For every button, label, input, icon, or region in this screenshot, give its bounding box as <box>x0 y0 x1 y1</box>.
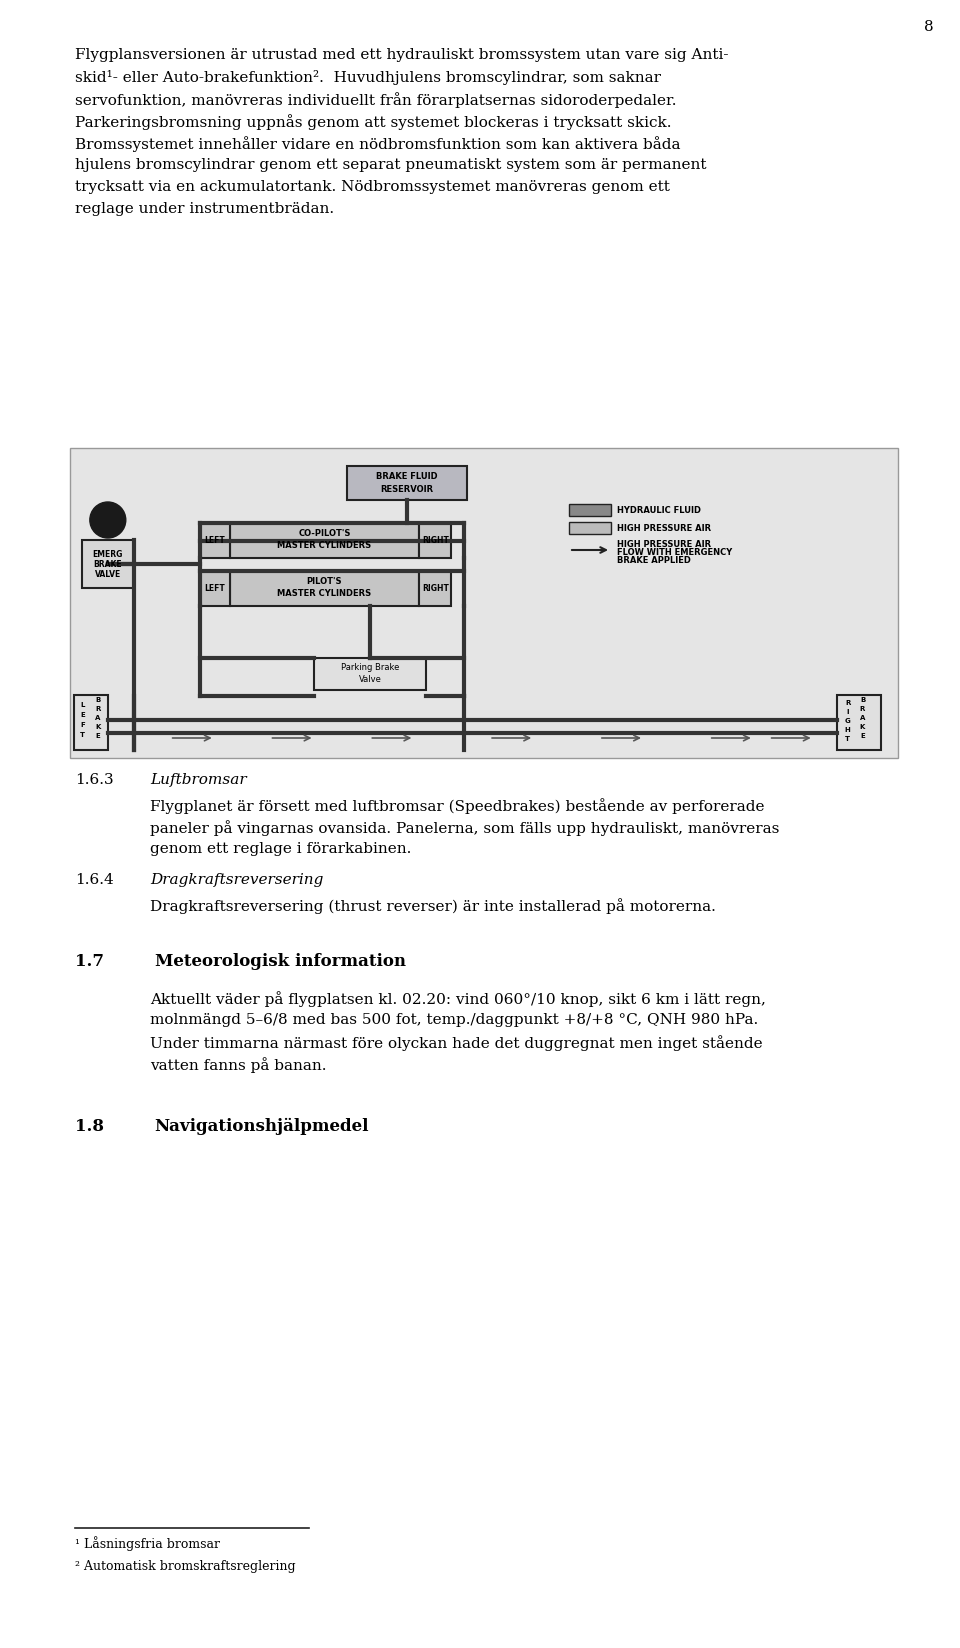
Text: CO-PILOT'S: CO-PILOT'S <box>299 529 350 537</box>
FancyBboxPatch shape <box>569 522 611 534</box>
Text: 1.6.4: 1.6.4 <box>75 873 113 887</box>
FancyBboxPatch shape <box>229 522 420 559</box>
Text: trycksatt via en ackumulatortank. Nödbromssystemet manövreras genom ett: trycksatt via en ackumulatortank. Nödbro… <box>75 180 670 194</box>
Text: HIGH PRESSURE AIR: HIGH PRESSURE AIR <box>617 539 711 549</box>
FancyBboxPatch shape <box>420 570 451 606</box>
Text: K: K <box>95 723 101 730</box>
FancyBboxPatch shape <box>70 448 899 758</box>
Text: 1.8: 1.8 <box>75 1117 104 1135</box>
FancyBboxPatch shape <box>348 466 468 499</box>
Text: MASTER CYLINDERS: MASTER CYLINDERS <box>277 541 372 550</box>
Text: K: K <box>860 723 865 730</box>
FancyBboxPatch shape <box>200 522 229 559</box>
Text: genom ett reglage i förarkabinen.: genom ett reglage i förarkabinen. <box>150 842 411 855</box>
Text: Flygplansversionen är utrustad med ett hydrauliskt bromssystem utan vare sig Ant: Flygplansversionen är utrustad med ett h… <box>75 48 729 63</box>
Text: B: B <box>95 697 101 704</box>
FancyBboxPatch shape <box>74 695 108 750</box>
Text: B: B <box>860 697 865 704</box>
Text: Valve: Valve <box>359 674 382 684</box>
Text: LEFT: LEFT <box>204 583 225 593</box>
FancyBboxPatch shape <box>200 570 229 606</box>
Text: I: I <box>847 709 849 715</box>
Text: BRAKE FLUID: BRAKE FLUID <box>376 471 438 481</box>
Text: BRAKE APPLIED: BRAKE APPLIED <box>617 555 691 565</box>
Text: LEFT: LEFT <box>204 536 225 545</box>
Text: E: E <box>95 733 100 738</box>
Text: molnmängd 5–6/8 med bas 500 fot, temp./daggpunkt +8/+8 °C, QNH 980 hPa.: molnmängd 5–6/8 med bas 500 fot, temp./d… <box>150 1014 758 1027</box>
Text: 8: 8 <box>924 20 933 35</box>
Text: servofunktion, manövreras individuellt från förarplatsernas sidoroderpedaler.: servofunktion, manövreras individuellt f… <box>75 92 677 107</box>
Text: PILOT'S: PILOT'S <box>306 577 342 587</box>
Text: BRAKE: BRAKE <box>93 560 122 569</box>
Text: R: R <box>95 705 101 712</box>
Text: Dragkraftsreversering (thrust reverser) är inte installerad på motorerna.: Dragkraftsreversering (thrust reverser) … <box>150 898 715 915</box>
Text: A: A <box>860 715 865 722</box>
Text: F: F <box>81 722 85 728</box>
Text: L: L <box>81 702 85 709</box>
Text: VALVE: VALVE <box>95 570 121 578</box>
Text: G: G <box>845 719 851 723</box>
Text: paneler på vingarnas ovansida. Panelerna, som fälls upp hydrauliskt, manövreras: paneler på vingarnas ovansida. Panelerna… <box>150 821 780 836</box>
Text: Bromssystemet innehåller vidare en nödbromsfunktion som kan aktivera båda: Bromssystemet innehåller vidare en nödbr… <box>75 137 681 152</box>
Text: reglage under instrumentbrädan.: reglage under instrumentbrädan. <box>75 203 334 216</box>
Text: RIGHT: RIGHT <box>421 583 448 593</box>
Text: Parkeringsbromsning uppnås genom att systemet blockeras i trycksatt skick.: Parkeringsbromsning uppnås genom att sys… <box>75 114 671 130</box>
Text: HYDRAULIC FLUID: HYDRAULIC FLUID <box>617 506 701 514</box>
FancyBboxPatch shape <box>229 570 420 606</box>
Text: Under timmarna närmast före olyckan hade det duggregnat men inget stående: Under timmarna närmast före olyckan hade… <box>150 1035 762 1051</box>
Text: E: E <box>860 733 865 738</box>
Text: H: H <box>845 727 851 733</box>
Text: EMERG: EMERG <box>92 549 123 559</box>
Text: ¹ Låsningsfria bromsar: ¹ Låsningsfria bromsar <box>75 1536 220 1551</box>
FancyBboxPatch shape <box>836 695 880 750</box>
FancyBboxPatch shape <box>315 658 426 691</box>
Text: Navigationshjälpmedel: Navigationshjälpmedel <box>155 1117 370 1135</box>
FancyBboxPatch shape <box>420 522 451 559</box>
Text: R: R <box>860 705 865 712</box>
FancyBboxPatch shape <box>569 504 611 516</box>
Text: R: R <box>845 700 851 705</box>
Text: RIGHT: RIGHT <box>421 536 448 545</box>
Text: skid¹- eller Auto-brakefunktion².  Huvudhjulens bromscylindrar, som saknar: skid¹- eller Auto-brakefunktion². Huvudh… <box>75 69 660 86</box>
Circle shape <box>90 503 126 537</box>
Text: FLOW WITH EMERGENCY: FLOW WITH EMERGENCY <box>617 547 732 557</box>
Text: T: T <box>845 737 850 742</box>
Text: RESERVOIR: RESERVOIR <box>381 485 434 493</box>
Text: vatten fanns på banan.: vatten fanns på banan. <box>150 1056 326 1073</box>
FancyBboxPatch shape <box>82 541 133 588</box>
Text: T: T <box>81 732 85 738</box>
Text: Aktuellt väder på flygplatsen kl. 02.20: vind 060°/10 knop, sikt 6 km i lätt reg: Aktuellt väder på flygplatsen kl. 02.20:… <box>150 990 766 1007</box>
Text: E: E <box>81 712 85 719</box>
Text: Parking Brake: Parking Brake <box>341 662 399 671</box>
Text: HIGH PRESSURE AIR: HIGH PRESSURE AIR <box>617 524 711 532</box>
Text: Luftbromsar: Luftbromsar <box>150 773 247 788</box>
Text: Flygplanet är försett med luftbromsar (Speedbrakes) bestående av perforerade: Flygplanet är försett med luftbromsar (S… <box>150 798 764 814</box>
Text: 1.7: 1.7 <box>75 953 104 971</box>
Text: hjulens bromscylindrar genom ett separat pneumatiskt system som är permanent: hjulens bromscylindrar genom ett separat… <box>75 158 707 171</box>
Text: 1.6.3: 1.6.3 <box>75 773 113 788</box>
Text: ² Automatisk bromskraftsreglering: ² Automatisk bromskraftsreglering <box>75 1561 296 1572</box>
Text: Meteorologisk information: Meteorologisk information <box>155 953 406 971</box>
Text: A: A <box>95 715 101 722</box>
Text: Dragkraftsreversering: Dragkraftsreversering <box>150 873 324 887</box>
Text: MASTER CYLINDERS: MASTER CYLINDERS <box>277 588 372 598</box>
